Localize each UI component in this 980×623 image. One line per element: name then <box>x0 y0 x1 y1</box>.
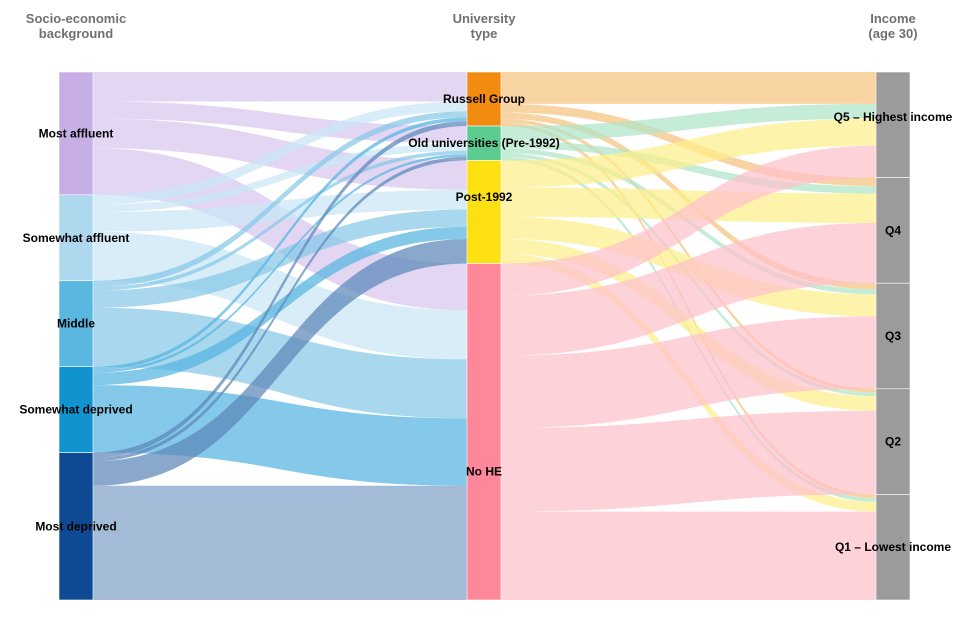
node-label-somewhat-deprived: Somewhat deprived <box>19 403 132 417</box>
link-old-to-q5 <box>501 103 876 141</box>
node-middle <box>58 280 94 367</box>
link-somewhat-affluent-to-old <box>93 143 467 212</box>
column-header-ses-line-2: background <box>39 26 113 41</box>
node-label-middle: Middle <box>57 317 95 331</box>
node-label-q4: Q4 <box>885 223 901 237</box>
column-header-uni-line-2: type <box>471 26 498 41</box>
link-most-deprived-to-old <box>93 156 467 462</box>
link-most-affluent-to-russell <box>93 72 467 102</box>
column-header-uni-line-1: University <box>453 11 517 26</box>
node-label-q2: Q2 <box>885 435 901 449</box>
node-old <box>466 125 502 161</box>
link-nohe-to-q1 <box>501 511 876 600</box>
link-nohe-to-q5 <box>501 145 876 296</box>
link-nohe-to-q3 <box>501 316 876 429</box>
node-nohe <box>466 263 502 601</box>
link-post-to-q5 <box>501 118 876 188</box>
link-nohe-to-q4 <box>501 223 876 356</box>
node-label-somewhat-affluent: Somewhat affluent <box>23 231 130 245</box>
node-most-deprived <box>58 452 94 601</box>
node-q3 <box>875 282 911 390</box>
column-header-ses-line-1: Socio-economic <box>26 11 126 26</box>
node-label-most-affluent: Most affluent <box>39 126 114 140</box>
link-most-deprived-to-russell <box>93 121 467 458</box>
link-middle-to-russell <box>93 111 467 287</box>
node-q5 <box>875 71 911 178</box>
node-q2 <box>875 388 911 495</box>
node-label-old: Old universities (Pre-1992) <box>408 136 559 150</box>
link-middle-to-old <box>93 150 467 291</box>
link-somewhat-deprived-to-nohe <box>93 385 467 486</box>
node-label-q1: Q1 – Lowest income <box>835 540 951 554</box>
node-q4 <box>875 177 911 284</box>
sankey-nodes <box>58 71 911 601</box>
link-somewhat-deprived-to-post <box>93 226 467 386</box>
sankey-links <box>93 72 876 600</box>
link-somewhat-deprived-to-old <box>93 154 467 373</box>
link-somewhat-affluent-to-post <box>93 189 467 232</box>
node-post <box>466 160 502 264</box>
node-somewhat-affluent <box>58 194 94 282</box>
node-labels: Most affluent Somewhat affluent Middle Some… <box>19 92 952 554</box>
node-label-russell: Russell Group <box>443 92 525 106</box>
node-label-most-deprived: Most deprived <box>35 519 116 533</box>
column-header-inc-line-1: Income <box>870 11 916 26</box>
node-q1 <box>875 494 911 601</box>
link-nohe-to-q2 <box>501 410 876 512</box>
node-label-post: Post-1992 <box>456 190 513 204</box>
link-somewhat-deprived-to-russell <box>93 117 467 371</box>
link-old-to-q4 <box>501 140 876 194</box>
node-somewhat-deprived <box>58 366 94 453</box>
link-somewhat-affluent-to-russell <box>93 101 467 205</box>
link-russell-to-q5 <box>501 72 876 104</box>
link-middle-to-post <box>93 209 467 308</box>
column-header-inc-line-2: (age 30) <box>868 26 917 41</box>
node-russell <box>466 71 502 127</box>
node-label-q5: Q5 – Highest income <box>834 110 953 124</box>
link-post-to-q2 <box>501 238 876 411</box>
link-most-deprived-to-nohe <box>93 485 467 600</box>
node-most-affluent <box>58 71 94 196</box>
link-most-deprived-to-post <box>93 238 467 486</box>
node-label-nohe: No HE <box>466 465 502 479</box>
node-label-q3: Q3 <box>885 329 901 343</box>
